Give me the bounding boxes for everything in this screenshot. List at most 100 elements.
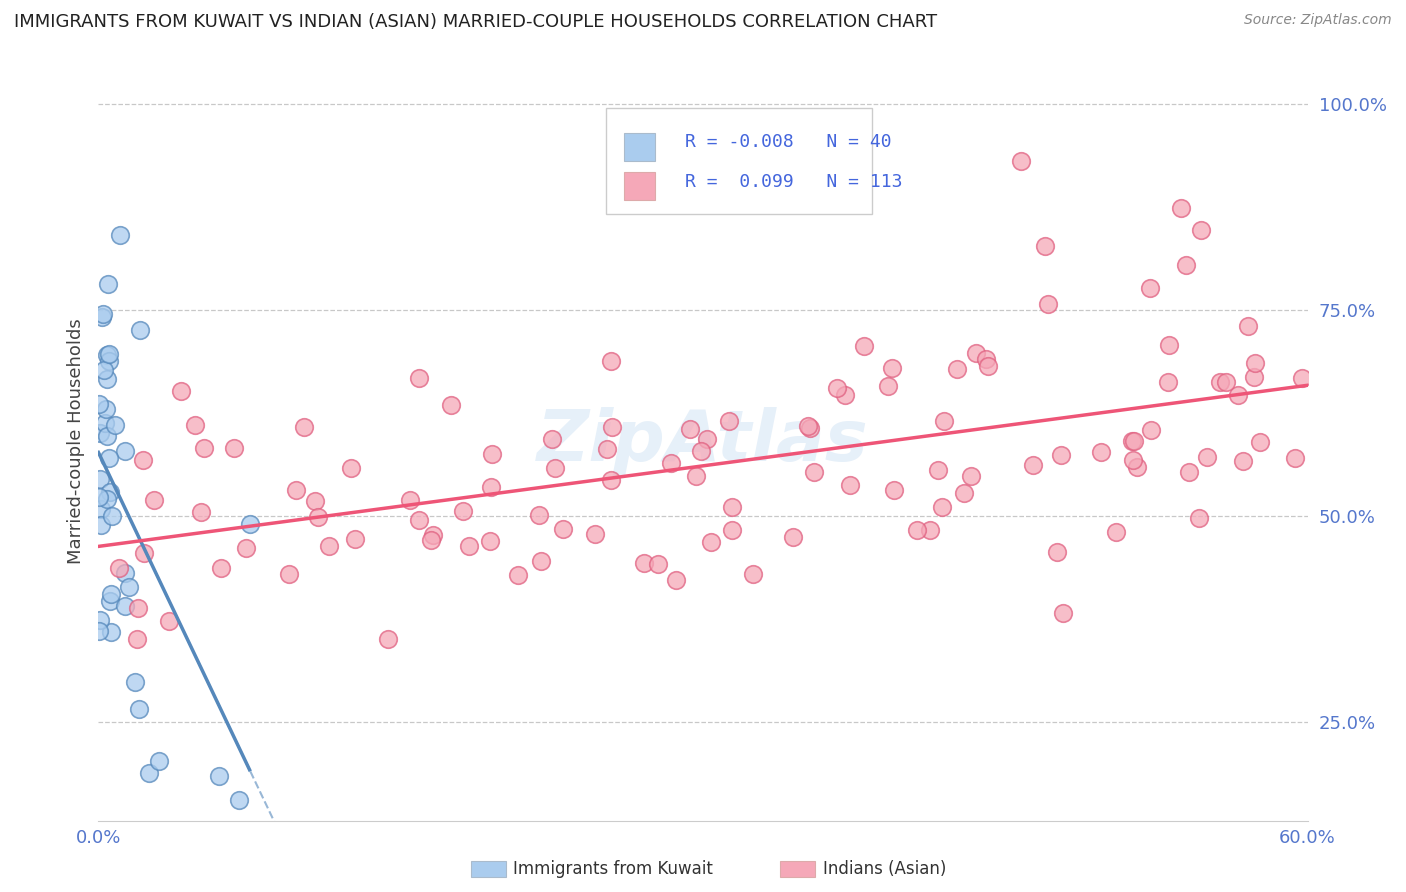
Point bbox=[481, 447, 503, 461]
Point bbox=[97, 354, 120, 368]
Point bbox=[1105, 524, 1128, 539]
Point bbox=[142, 493, 165, 508]
Point bbox=[1050, 448, 1073, 462]
Point bbox=[100, 586, 122, 600]
Point bbox=[94, 401, 117, 416]
Point bbox=[96, 277, 118, 291]
Point bbox=[193, 441, 215, 455]
Point bbox=[96, 491, 118, 506]
Point bbox=[1010, 154, 1032, 169]
Point bbox=[125, 632, 148, 647]
Point bbox=[89, 397, 111, 411]
Point bbox=[98, 594, 121, 608]
Point bbox=[124, 674, 146, 689]
Point bbox=[108, 227, 131, 242]
Point bbox=[89, 425, 111, 440]
Point bbox=[340, 461, 363, 475]
Point bbox=[596, 442, 619, 456]
Point bbox=[1209, 376, 1232, 390]
Point bbox=[796, 419, 818, 434]
Point bbox=[544, 461, 567, 475]
Y-axis label: Married-couple Households: Married-couple Households bbox=[66, 318, 84, 565]
Point bbox=[1021, 458, 1043, 473]
Point bbox=[97, 450, 120, 465]
Bar bbox=[624, 172, 655, 201]
Point bbox=[343, 532, 366, 546]
Point bbox=[138, 766, 160, 780]
Point bbox=[1035, 239, 1057, 253]
Point bbox=[1244, 356, 1267, 370]
Point bbox=[90, 502, 112, 516]
Point bbox=[318, 539, 340, 553]
Point bbox=[960, 468, 983, 483]
Point bbox=[1121, 434, 1143, 448]
Point bbox=[87, 624, 110, 638]
Point bbox=[659, 456, 682, 470]
Point bbox=[239, 516, 262, 531]
Point bbox=[905, 523, 928, 537]
Point bbox=[90, 518, 112, 533]
Point bbox=[1188, 511, 1211, 525]
Point bbox=[530, 554, 553, 568]
Point bbox=[803, 465, 825, 479]
Point bbox=[377, 632, 399, 647]
Point bbox=[689, 444, 711, 458]
Point bbox=[953, 485, 976, 500]
Point bbox=[600, 473, 623, 487]
Point bbox=[918, 523, 941, 537]
Point bbox=[91, 307, 114, 321]
Point bbox=[93, 363, 115, 377]
Point bbox=[1038, 297, 1060, 311]
Point bbox=[1195, 450, 1218, 464]
Point bbox=[508, 568, 530, 582]
Point bbox=[107, 561, 129, 575]
Point bbox=[541, 432, 564, 446]
Point bbox=[224, 441, 246, 455]
Point bbox=[931, 500, 953, 514]
Point bbox=[1284, 451, 1306, 466]
Point bbox=[114, 566, 136, 581]
Point bbox=[134, 546, 156, 560]
Point bbox=[128, 702, 150, 716]
Point bbox=[277, 567, 299, 582]
Point bbox=[583, 526, 606, 541]
Point bbox=[1090, 445, 1112, 459]
Point bbox=[104, 417, 127, 432]
Point bbox=[602, 420, 624, 434]
Point bbox=[96, 429, 118, 443]
Point bbox=[1123, 434, 1146, 448]
Point bbox=[127, 601, 149, 615]
Point bbox=[1157, 337, 1180, 351]
Point bbox=[799, 420, 821, 434]
Point bbox=[170, 384, 193, 398]
Point bbox=[551, 522, 574, 536]
Point bbox=[419, 533, 441, 548]
Point bbox=[679, 421, 702, 435]
Point bbox=[883, 483, 905, 497]
Point bbox=[1139, 424, 1161, 438]
Point bbox=[685, 469, 707, 483]
Bar bbox=[624, 133, 655, 161]
Point bbox=[1243, 370, 1265, 384]
Point bbox=[96, 372, 118, 386]
Point bbox=[228, 793, 250, 807]
Text: Source: ZipAtlas.com: Source: ZipAtlas.com bbox=[1244, 13, 1392, 28]
Point bbox=[304, 494, 326, 508]
Point bbox=[1178, 465, 1201, 479]
Point bbox=[1122, 452, 1144, 467]
Point bbox=[700, 535, 723, 549]
Text: IMMIGRANTS FROM KUWAIT VS INDIAN (ASIAN) MARRIED-COUPLE HOUSEHOLDS CORRELATION C: IMMIGRANTS FROM KUWAIT VS INDIAN (ASIAN)… bbox=[14, 13, 938, 31]
Point bbox=[633, 556, 655, 570]
Point bbox=[1126, 459, 1149, 474]
Point bbox=[1232, 454, 1254, 468]
Point bbox=[825, 381, 848, 395]
Point bbox=[717, 414, 740, 428]
Point bbox=[98, 347, 121, 361]
Point bbox=[977, 359, 1000, 374]
Point bbox=[422, 527, 444, 541]
Point bbox=[1052, 606, 1074, 620]
Point bbox=[98, 484, 121, 499]
Text: Indians (Asian): Indians (Asian) bbox=[823, 860, 946, 878]
Point bbox=[965, 345, 987, 359]
Point bbox=[209, 561, 232, 575]
